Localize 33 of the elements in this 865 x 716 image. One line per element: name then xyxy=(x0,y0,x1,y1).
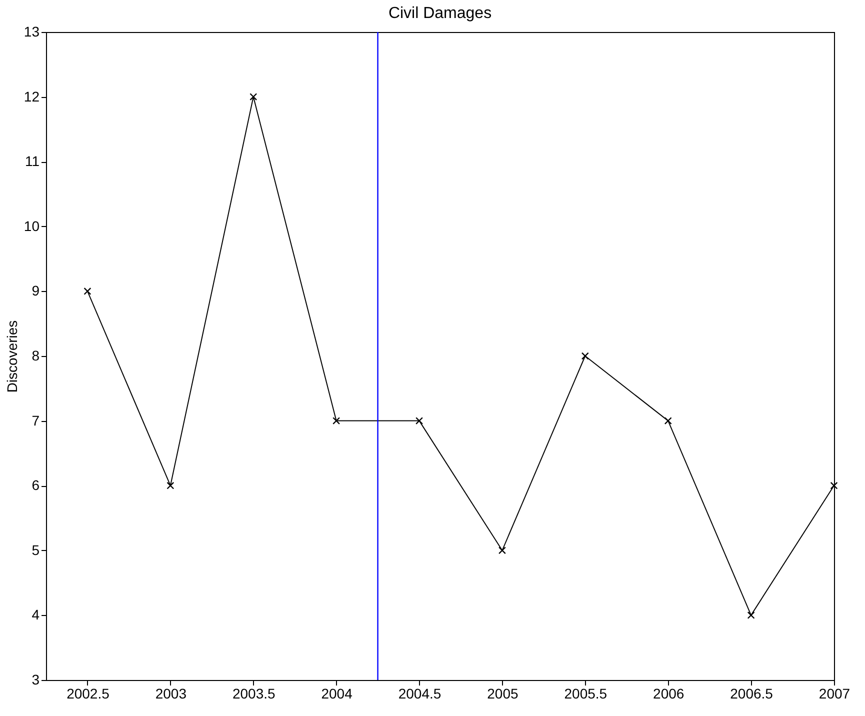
x-tick-label: 2002.5 xyxy=(66,686,110,702)
y-tick-label: 11 xyxy=(24,153,40,170)
x-tick-label: 2004 xyxy=(321,686,353,702)
point xyxy=(332,417,340,425)
chart-title: Civil Damages xyxy=(388,5,492,22)
point xyxy=(250,93,258,101)
x-tick-label: 2005.5 xyxy=(564,686,608,702)
y-tick-label: 10 xyxy=(24,218,40,234)
y-tick-label: 13 xyxy=(24,24,40,40)
y-tick-label: 5 xyxy=(32,542,40,558)
point xyxy=(498,546,506,554)
y-tick-label: 6 xyxy=(32,477,40,494)
point xyxy=(747,611,755,619)
x-tick-label: 2006.5 xyxy=(730,686,774,702)
point xyxy=(664,417,672,425)
y-tick-label: 9 xyxy=(32,282,40,299)
point xyxy=(416,417,424,425)
y-axis-title: Discoveries xyxy=(4,320,20,393)
x-tick-label: 2004.5 xyxy=(398,686,442,702)
x-tick-label: 2003.5 xyxy=(232,686,276,702)
point xyxy=(84,287,92,295)
y-tick-label: 4 xyxy=(32,606,40,623)
point xyxy=(581,352,589,360)
y-tick-label: 8 xyxy=(32,348,40,364)
x-tick-label: 2006 xyxy=(653,686,684,702)
y-tick-label: 7 xyxy=(32,412,40,428)
x-tick-label: 2003 xyxy=(155,686,187,702)
y-tick-label: 3 xyxy=(32,672,40,688)
point xyxy=(830,482,838,490)
point xyxy=(166,482,174,490)
x-tick-label: 2005 xyxy=(487,686,518,702)
y-tick-label: 12 xyxy=(24,88,40,104)
x-tick-label: 2007 xyxy=(818,686,850,702)
